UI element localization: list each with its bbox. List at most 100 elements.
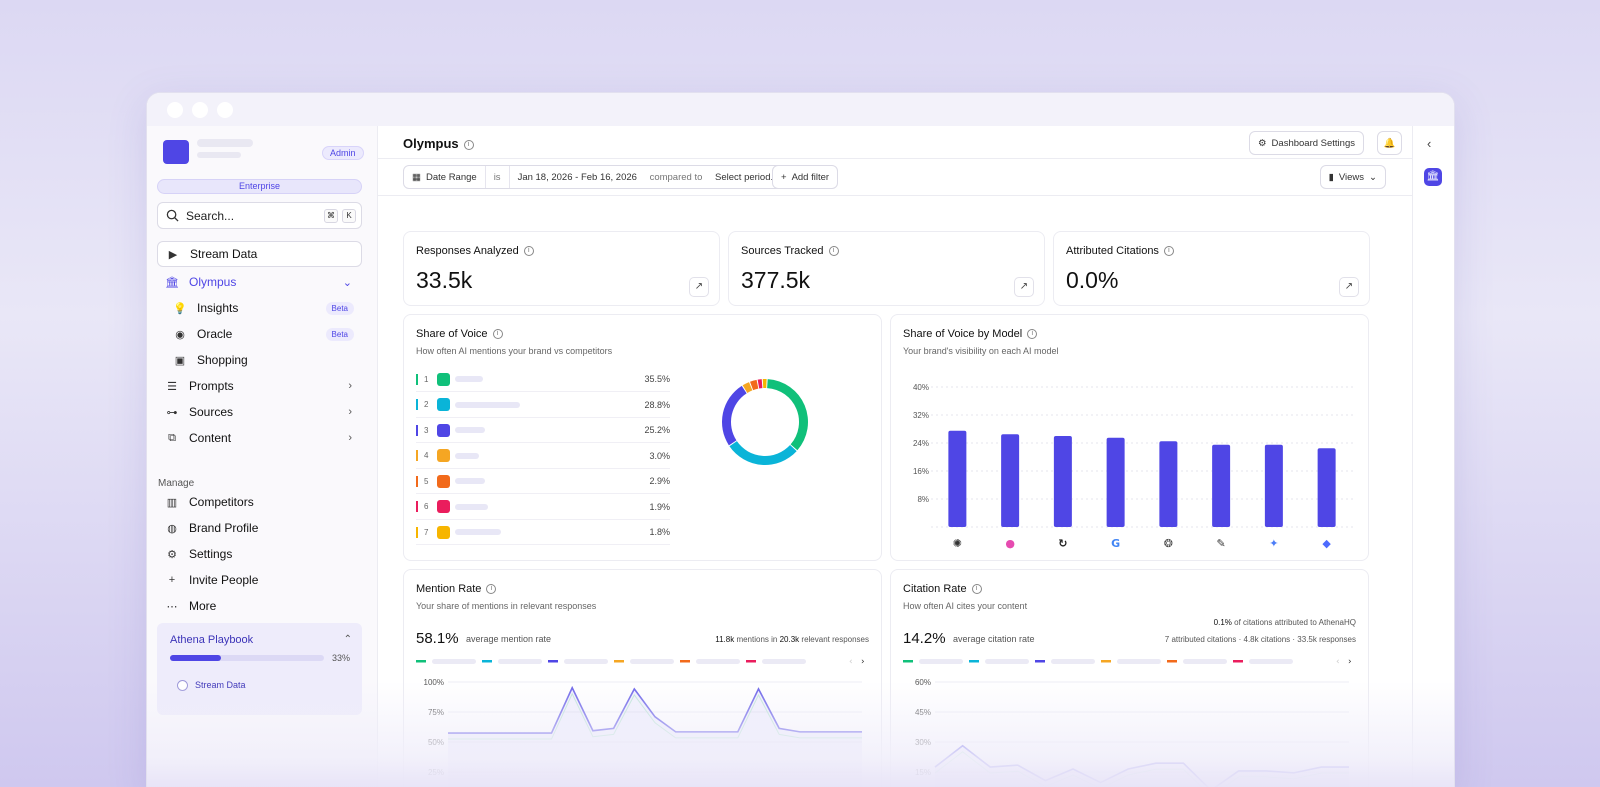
sidebar-item-settings[interactable]: ⚙ Settings	[157, 541, 362, 567]
legend-label-skeleton	[1117, 659, 1161, 664]
dashboard-settings-label: Dashboard Settings	[1271, 137, 1355, 149]
arrow-up-right-icon[interactable]: ↗	[1339, 277, 1359, 297]
sov-row[interactable]: 2 28.8%	[416, 393, 670, 418]
share-percent: 25.2%	[644, 425, 670, 435]
playbook-task[interactable]: Stream Data	[195, 680, 246, 690]
search-icon	[166, 209, 179, 222]
brand-logo	[437, 525, 451, 539]
stream-data-button[interactable]: ▶ Stream Data	[157, 241, 362, 267]
sidebar-item-shopping[interactable]: ▣ Shopping	[157, 347, 362, 373]
model-bar-chart: 40% 32% 24% 16% 8% ✺ ● ↻ G ❂ ✎ ✦ ◆	[913, 383, 1353, 550]
rank-marker	[416, 475, 418, 487]
sidebar-item-olympus[interactable]: 🏛 Olympus ⌄	[157, 269, 362, 295]
rank-marker	[416, 501, 418, 512]
workspace-logo[interactable]	[163, 140, 189, 164]
date-range-field[interactable]: ▦ Date Range	[404, 166, 486, 188]
info-icon[interactable]: i	[828, 246, 839, 257]
window-zoom-dot[interactable]	[217, 101, 233, 118]
window-close-dot[interactable]	[167, 101, 183, 118]
legend-swatch	[680, 660, 690, 663]
chevron-right-icon: ›	[861, 657, 865, 667]
sov-row[interactable]: 3 25.2%	[416, 418, 670, 443]
info-icon[interactable]: i	[492, 329, 503, 340]
workspace-sub-skeleton	[197, 152, 241, 158]
filter-operator[interactable]: is	[486, 166, 510, 188]
stat-label-text: Attributed Citations	[1066, 245, 1159, 257]
sidebar-item-more[interactable]: ⋯ More	[157, 593, 362, 619]
sidebar-item-invite-people[interactable]: + Invite People	[157, 567, 362, 593]
window-minimize-dot[interactable]	[192, 101, 208, 118]
attribution-text: of citations attributed to AthenaHQ	[1234, 618, 1356, 627]
notifications-button[interactable]: 🔔	[1377, 131, 1402, 155]
compared-to-label: compared to	[649, 171, 703, 183]
info-icon[interactable]: i	[523, 246, 534, 257]
legend-label-skeleton	[564, 659, 608, 664]
mention-rate-card: Mention Rate i Your share of mentions in …	[403, 569, 882, 787]
model-logo-icon: ●	[1005, 537, 1015, 550]
citation-rate-caption: average citation rate	[953, 634, 1035, 644]
info-icon[interactable]: i	[1163, 246, 1174, 257]
legend-swatch	[1167, 660, 1177, 663]
date-range-filter[interactable]: ▦ Date Range is Jan 18, 2026 - Feb 16, 20…	[403, 165, 788, 189]
citation-rate-card: Citation Rate i How often AI cites your c…	[890, 569, 1369, 787]
brand-name-skeleton	[455, 478, 486, 484]
info-icon[interactable]: i	[486, 584, 497, 595]
sov-row[interactable]: 5 2.9%	[416, 469, 670, 494]
bank-icon[interactable]: 🏛	[1424, 168, 1442, 186]
card-title: Mention Rate i	[416, 583, 497, 595]
donut-slice	[729, 441, 797, 465]
add-filter-button[interactable]: + Add filter	[772, 165, 839, 189]
views-button[interactable]: ▮ Views ⌄	[1319, 165, 1386, 189]
relevant-count: 20.3k	[779, 635, 800, 644]
playbook-progress-fill	[170, 655, 221, 661]
model-logo-icon: ↻	[1058, 537, 1067, 550]
chevron-left-icon: ‹	[849, 657, 853, 667]
sov-row[interactable]: 7 1.8%	[416, 520, 670, 545]
sidebar-item-brand-profile[interactable]: ◍ Brand Profile	[157, 515, 362, 541]
sov-row[interactable]: 1 35.5%	[416, 367, 670, 392]
stat-card-sources: Sources Tracked i 377.5k ↗	[728, 231, 1045, 306]
filter-bar: ▦ Date Range is Jan 18, 2026 - Feb 16, 20…	[378, 159, 1412, 196]
chevron-up-icon[interactable]: ⌃	[343, 634, 352, 645]
sov-row[interactable]: 4 3.0%	[416, 444, 670, 469]
beta-badge: Beta	[325, 301, 354, 315]
sidebar-item-prompts[interactable]: ☰ Prompts ›	[157, 373, 362, 399]
oracle-icon: ◉	[175, 328, 185, 341]
rank-number: 5	[424, 476, 429, 486]
chevron-left-icon[interactable]: ‹	[1427, 136, 1432, 151]
legend-swatch	[548, 660, 558, 663]
brand-name-skeleton	[455, 529, 502, 535]
chevron-right-icon: ›	[348, 432, 352, 444]
sidebar-item-oracle[interactable]: ◉ Oracle Beta	[157, 321, 362, 347]
lightbulb-icon: 💡	[173, 302, 187, 315]
arrow-up-right-icon[interactable]: ↗	[689, 277, 709, 297]
arrow-up-right-icon[interactable]: ↗	[1014, 277, 1034, 297]
bank-icon: 🏛	[165, 276, 179, 289]
task-checkbox[interactable]	[177, 680, 188, 691]
sidebar-item-insights[interactable]: 💡 Insights Beta	[157, 295, 362, 321]
attribution-note: 0.1% of citations attributed to AthenaHQ	[1214, 618, 1356, 627]
sidebar-item-sources[interactable]: ⊶ Sources ›	[157, 399, 362, 425]
sidebar-item-competitors[interactable]: ▥ Competitors	[157, 489, 362, 515]
rank-marker	[416, 450, 418, 461]
info-icon[interactable]: i	[971, 584, 982, 595]
y-tick-label: 40%	[913, 383, 929, 392]
playbook-title[interactable]: Athena Playbook	[170, 634, 254, 646]
bar	[1159, 441, 1178, 527]
stat-value: 0.0%	[1066, 267, 1119, 293]
brand-logo	[437, 449, 451, 462]
chevron-right-icon: ›	[348, 406, 352, 418]
attribution-pct: 0.1%	[1213, 618, 1232, 627]
info-icon[interactable]: i	[463, 139, 474, 150]
dashboard-settings-button[interactable]: ⚙ Dashboard Settings	[1249, 131, 1364, 155]
brand-logo	[437, 474, 451, 488]
sov-row[interactable]: 6 1.9%	[416, 495, 670, 520]
rank-marker	[416, 373, 418, 385]
manage-heading: Manage	[158, 478, 195, 489]
info-icon[interactable]: i	[1027, 329, 1038, 340]
date-range-value[interactable]: Jan 18, 2026 - Feb 16, 2026 compared to …	[510, 166, 787, 188]
more-dots-icon: ⋯	[166, 600, 178, 613]
search-input[interactable]: Search... ⌘ K	[157, 202, 362, 229]
sidebar-item-content[interactable]: ⧉ Content ›	[157, 425, 362, 451]
y-tick-label: 16%	[913, 467, 929, 476]
